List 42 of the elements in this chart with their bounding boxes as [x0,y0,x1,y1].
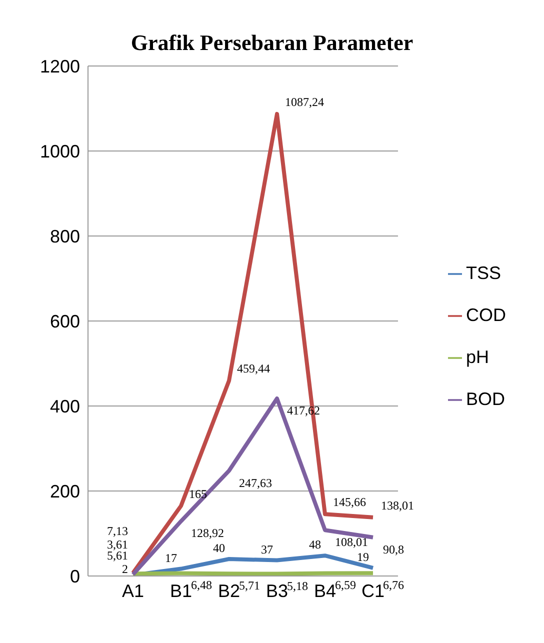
data-label: 90,8 [383,542,404,556]
data-label: 7,13 [107,524,128,538]
x-tick-label: C1 [361,580,385,601]
data-label: 138,01 [381,498,414,512]
data-label: 459,44 [237,362,270,376]
chart-title: Grafik Persebaran Parameter [130,30,414,56]
y-tick-label: 1000 [40,141,80,162]
legend-label: pH [466,347,490,367]
legend-label: BOD [466,389,506,409]
data-label: 5,71 [239,578,260,593]
data-label: 1087,24 [285,94,324,109]
line-series [131,396,375,576]
data-label: 37 [261,542,273,556]
data-label: 5,18 [287,578,308,593]
x-tick-label: B2 [218,580,240,601]
y-tick-label: 400 [50,396,80,416]
y-tick-label: 0 [70,566,80,586]
data-label: 6,59 [335,578,356,592]
data-label: 108,01 [335,535,368,550]
data-label: 40 [213,541,225,555]
y-tick-label: 1200 [40,56,80,76]
data-label: 19 [357,550,369,564]
data-label: 247,63 [239,476,272,490]
data-label: 145,66 [333,495,366,510]
y-tick-label: 800 [50,226,80,246]
data-label: 17 [165,550,177,565]
legend-label: COD [466,305,506,325]
data-label: 165 [189,486,207,501]
data-label: 48 [309,538,321,552]
y-tick-label: 600 [50,311,80,332]
data-label: 2 [122,562,128,576]
x-tick-label: B4 [314,580,336,601]
data-label: 128,92 [191,526,224,540]
x-tick-label: B3 [266,580,288,601]
data-label: 6,48 [191,578,212,592]
data-label: 3,61 [107,537,128,552]
data-label: 6,76 [383,578,404,592]
legend-label: TSS [466,263,502,283]
x-tick-label: B1 [170,580,192,601]
y-tick-label: 200 [50,481,80,502]
x-tick-label: A1 [122,580,144,601]
line-series [131,112,375,575]
